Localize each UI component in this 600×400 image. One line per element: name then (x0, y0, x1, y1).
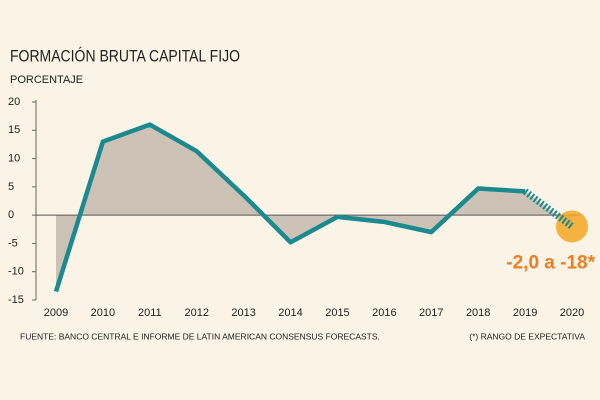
x-tick-label: 2017 (419, 307, 443, 319)
highlight-circle (556, 210, 588, 243)
chart-subtitle: PORCENTAJE (10, 74, 83, 86)
x-tick-label: 2013 (231, 307, 255, 319)
line (53, 122, 526, 293)
x-tick-label: 2010 (91, 307, 115, 319)
x-tick-label: 2015 (325, 307, 349, 319)
x-tick-label: 2009 (44, 307, 68, 319)
y-tick-label: 15 (8, 124, 20, 136)
note: (*) RANGO DE EXPECTATIVA (469, 331, 585, 341)
x-tick-label: 2014 (278, 307, 302, 319)
x-tick-label: 2020 (560, 307, 584, 319)
y-tick-label: 20 (8, 96, 20, 108)
projected-line (522, 188, 575, 230)
x-tick-label: 2019 (513, 307, 537, 319)
y-tick-label: -15 (8, 294, 24, 306)
y-tick-label: -5 (8, 237, 18, 249)
chart-title: FORMACIÓN BRUTA CAPITAL FIJO (10, 46, 240, 65)
y-tick-label: 10 (8, 152, 20, 164)
source: FUENTE: BANCO CENTRAL E INFORME DE LATIN… (20, 331, 380, 341)
area (56, 124, 572, 292)
x-tick-label: 2012 (184, 307, 208, 319)
annotation: -2,0 a -18* (506, 252, 595, 273)
x-tick-label: 2011 (138, 307, 162, 319)
x-tick-label: 2018 (466, 307, 490, 319)
y-tick-label: 5 (8, 181, 14, 193)
x-tick-label: 2016 (372, 307, 396, 319)
y-tick-label: 0 (8, 209, 14, 221)
y-tick-label: -10 (8, 266, 24, 278)
